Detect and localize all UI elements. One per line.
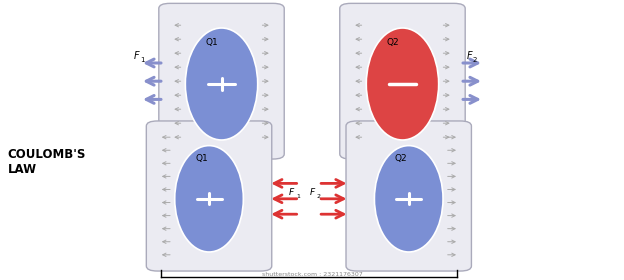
Text: Q1: Q1	[206, 38, 218, 47]
FancyBboxPatch shape	[346, 121, 472, 271]
Text: COULOMB'S
LAW: COULOMB'S LAW	[7, 148, 86, 176]
FancyBboxPatch shape	[146, 121, 272, 271]
Text: Q1: Q1	[195, 155, 208, 164]
FancyBboxPatch shape	[339, 3, 465, 159]
Text: 1: 1	[140, 57, 145, 63]
Text: F: F	[310, 188, 314, 197]
Text: F: F	[134, 51, 140, 61]
Text: Q2: Q2	[395, 155, 407, 164]
FancyBboxPatch shape	[158, 3, 284, 159]
Ellipse shape	[366, 28, 439, 140]
Text: 1: 1	[296, 194, 300, 199]
Text: shutterstock.com : 2321176307: shutterstock.com : 2321176307	[261, 272, 363, 277]
Text: 2: 2	[317, 194, 321, 199]
Text: F: F	[289, 188, 294, 197]
Ellipse shape	[175, 146, 243, 252]
Text: Q2: Q2	[387, 38, 399, 47]
Text: F: F	[467, 51, 472, 61]
Ellipse shape	[374, 146, 443, 252]
Text: 2: 2	[473, 57, 477, 63]
Ellipse shape	[185, 28, 258, 140]
